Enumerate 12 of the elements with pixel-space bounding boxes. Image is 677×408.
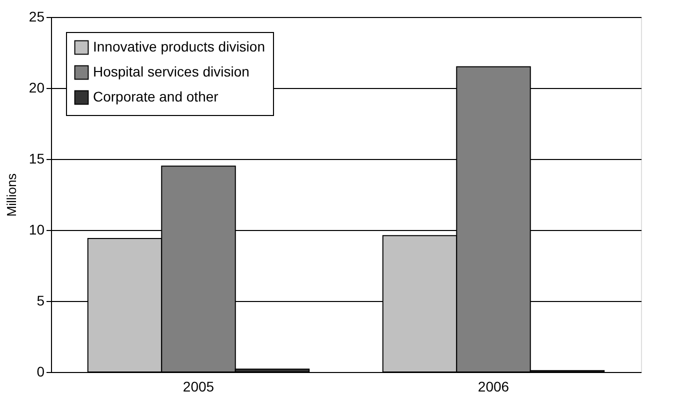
y-tick-label: 5 <box>36 292 45 308</box>
x-tick-label: 2005 <box>182 378 214 394</box>
x-tick-label: 2006 <box>478 378 510 394</box>
y-tick-label: 0 <box>36 364 45 380</box>
y-tick-label: 20 <box>28 80 45 96</box>
legend-label: Corporate and other <box>93 88 219 104</box>
legend-label: Innovative products division <box>93 38 265 54</box>
y-tick-label: 10 <box>28 222 45 238</box>
y-axis-title: Millions <box>4 172 19 217</box>
y-tick-label: 15 <box>28 150 45 166</box>
legend-label: Hospital services division <box>93 64 250 80</box>
y-tick-label: 25 <box>28 8 45 24</box>
